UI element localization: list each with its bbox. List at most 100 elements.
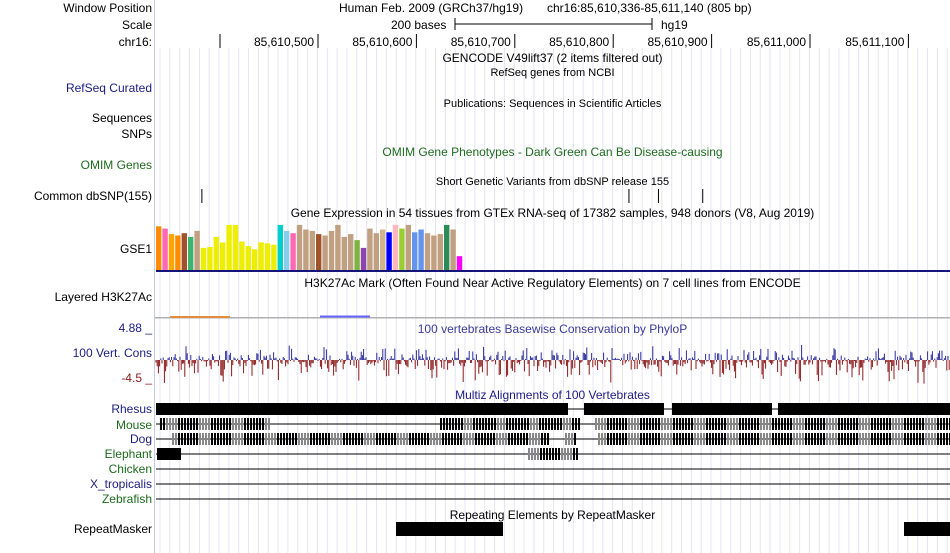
gtex-track-label[interactable]: GSE1 <box>119 242 152 256</box>
mouse-row-block <box>569 418 571 430</box>
mouse-row-block <box>563 418 565 430</box>
dog-row-block <box>817 433 819 445</box>
dog-row-block <box>766 433 768 445</box>
dog-row-block <box>814 433 816 445</box>
refseq-track-label[interactable]: RefSeq Curated <box>65 81 152 95</box>
gtex-bar <box>399 228 405 270</box>
dog-row-block <box>793 433 795 445</box>
publications-track-title[interactable]: Publications: Sequences in Scientific Ar… <box>443 98 662 110</box>
dog-row-block <box>934 433 936 445</box>
phylop-track-title[interactable]: 100 vertebrates Basewise Conservation by… <box>417 322 688 336</box>
mouse-row-block <box>910 418 912 430</box>
dog-row-block <box>175 433 177 445</box>
elephant-row-block <box>570 448 572 460</box>
scale-text: 200 bases <box>391 18 447 32</box>
mouse-row-block <box>485 418 487 430</box>
gtex-bar <box>277 224 283 270</box>
dog-row-block <box>286 433 288 445</box>
dog-row-block <box>943 433 945 445</box>
repeatmasker-track-label[interactable]: RepeatMasker <box>73 522 152 536</box>
h3k27ac-track-label[interactable]: Layered H3K27Ac <box>54 290 152 304</box>
gtex-bar <box>335 224 341 270</box>
species-label-dog[interactable]: Dog <box>129 432 152 446</box>
mouse-row-block <box>631 418 633 430</box>
refseq-track-title[interactable]: RefSeq genes from NCBI <box>490 67 615 79</box>
mouse-row-block <box>904 418 906 430</box>
gtex-bar <box>380 229 386 270</box>
dog-row-block <box>217 433 219 445</box>
dog-row-block <box>232 433 234 445</box>
gencode-track-title[interactable]: GENCODE V49lift37 (2 items filtered out) <box>442 51 663 65</box>
dog-row-block <box>226 433 228 445</box>
dog-row-block <box>790 433 792 445</box>
mouse-row-block <box>497 418 499 430</box>
gtex-track-title[interactable]: Gene Expression in 54 tissues from GTEx … <box>290 206 815 220</box>
dog-row-block <box>499 433 501 445</box>
dog-row-block <box>649 433 651 445</box>
rhesus-row-block <box>156 403 568 415</box>
mouse-row-block <box>640 418 642 430</box>
dog-row-block <box>727 433 729 445</box>
dog-row-block <box>571 433 573 445</box>
omim-track-label[interactable]: OMIM Genes <box>80 158 152 172</box>
phylop-track-label[interactable]: 100 Vert. Cons <box>72 346 152 360</box>
multiz-track-title[interactable]: Multiz Alignments of 100 Vertebrates <box>455 388 650 402</box>
dog-row-block <box>304 433 306 445</box>
species-label-mouse[interactable]: Mouse <box>115 418 152 432</box>
dog-row-block <box>640 433 642 445</box>
dog-row-block <box>796 433 798 445</box>
mouse-row-block <box>793 418 795 430</box>
mouse-row-block <box>712 418 714 430</box>
dog-row-block <box>616 433 618 445</box>
mouse-row-block <box>736 418 738 430</box>
dog-row-block <box>427 433 429 445</box>
gtex-bar <box>226 224 232 270</box>
species-label-x-tropicalis[interactable]: X_tropicalis <box>89 477 152 491</box>
mouse-row-block <box>865 418 867 430</box>
h3k27ac-track-title[interactable]: H3K27Ac Mark (Often Found Near Active Re… <box>304 276 801 290</box>
dog-row-block <box>517 433 519 445</box>
dog-row-block <box>838 433 840 445</box>
mouse-row-block <box>808 418 810 430</box>
dog-row-block <box>442 433 444 445</box>
dog-row-block <box>478 433 480 445</box>
repeatmasker-element <box>904 522 950 536</box>
mouse-row-block <box>871 418 873 430</box>
mouse-row-block <box>721 418 723 430</box>
mouse-row-block <box>706 418 708 430</box>
repeatmasker-track-title[interactable]: Repeating Elements by RepeatMasker <box>449 508 656 522</box>
mouse-row-block <box>223 418 225 430</box>
mouse-row-block <box>679 418 681 430</box>
species-label-elephant[interactable]: Elephant <box>104 447 152 461</box>
repeatmasker-element <box>396 522 503 536</box>
sequences-track-label[interactable]: Sequences <box>91 111 152 125</box>
dog-row-block <box>898 433 900 445</box>
mouse-row-block <box>883 418 885 430</box>
mouse-row-block <box>455 418 457 430</box>
species-label-chicken[interactable]: Chicken <box>108 462 152 476</box>
mouse-row-block <box>805 418 807 430</box>
dog-row-block <box>370 433 372 445</box>
position-text: chr16:85,610,336-85,611,140 (805 bp) <box>547 1 752 15</box>
mouse-row-block <box>922 418 924 430</box>
gtex-bar <box>207 247 213 270</box>
mouse-row-block <box>214 418 216 430</box>
gtex-bar <box>188 236 194 270</box>
species-label-zebrafish[interactable]: Zebrafish <box>101 492 152 506</box>
mouse-row-block <box>838 418 840 430</box>
mouse-row-block <box>205 418 207 430</box>
dbsnp-track-label[interactable]: Common dbSNP(155) <box>33 189 152 203</box>
dbsnp-track-title[interactable]: Short Genetic Variants from dbSNP releas… <box>435 176 670 188</box>
dog-row-block <box>718 433 720 445</box>
mouse-row-block <box>247 418 249 430</box>
rhesus-row-block <box>672 403 772 415</box>
mouse-row-block <box>664 418 666 430</box>
snps-track-label[interactable]: SNPs <box>121 127 152 141</box>
gtex-bar <box>360 247 367 270</box>
dog-row-block <box>205 433 207 445</box>
mouse-row-block <box>220 418 222 430</box>
omim-track-title[interactable]: OMIM Gene Phenotypes - Dark Green Can Be… <box>382 145 723 159</box>
dog-row-block <box>781 433 783 445</box>
mouse-row-block <box>811 418 813 430</box>
species-label-rhesus[interactable]: Rhesus <box>111 402 152 416</box>
